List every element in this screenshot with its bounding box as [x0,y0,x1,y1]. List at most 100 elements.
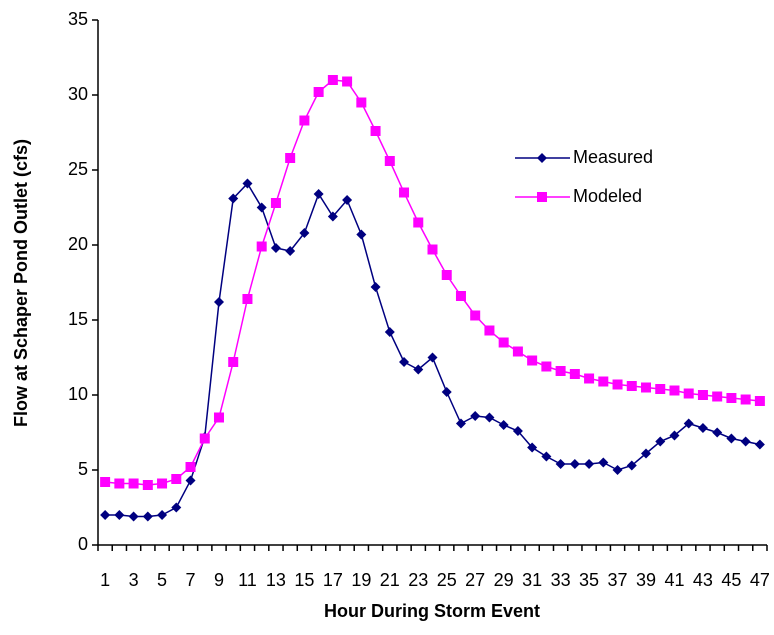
point [555,366,566,376]
point [626,381,637,391]
point [569,459,580,469]
point [242,294,253,304]
point [114,478,125,489]
x-tick-label: 5 [157,570,167,590]
point [142,511,153,522]
point [157,510,168,520]
x-tick-label: 17 [323,570,343,590]
point [299,228,310,238]
point [213,297,224,307]
point [470,411,481,421]
point [584,459,595,469]
x-tick-label: 35 [579,570,599,590]
point [256,202,267,213]
point [697,390,708,400]
point [313,189,324,199]
x-tick-label: 47 [750,570,770,590]
point [541,451,552,462]
x-tick-label: 43 [693,570,713,590]
point [697,423,708,433]
point [185,462,196,472]
point [100,510,111,520]
x-tick-label: 9 [214,570,224,590]
y-tick-label: 15 [68,309,88,329]
point [569,369,580,379]
x-tick-label: 19 [351,570,371,590]
point [683,388,694,399]
point [484,325,495,336]
point [399,187,410,198]
point [327,75,338,85]
point [427,352,438,363]
x-tick-label: 37 [608,570,628,590]
point [413,217,424,228]
point [584,373,595,384]
point [498,337,509,348]
x-tick-label: 45 [721,570,741,590]
y-tick-label: 35 [68,9,88,29]
point [598,376,609,387]
point [171,474,182,484]
point [527,355,538,366]
point [612,465,623,475]
point [228,357,239,367]
point [537,153,547,163]
point [427,244,438,255]
point [641,382,652,393]
point [285,153,296,163]
point [484,412,495,423]
y-tick-label: 0 [78,534,88,554]
point [754,439,765,450]
x-tick-label: 39 [636,570,656,590]
series-line [105,182,761,518]
point [626,460,637,471]
x-tick-label: 41 [664,570,684,590]
point [754,396,765,406]
point [470,310,481,321]
y-tick-label: 5 [78,459,88,479]
point [114,510,125,520]
x-tick-label: 11 [238,570,257,590]
point [740,394,751,405]
point [213,412,224,423]
point [100,477,111,487]
x-tick-label: 33 [551,570,571,590]
point [399,357,410,367]
x-tick-label: 1 [100,570,110,590]
legend-label: Modeled [573,186,642,206]
point [384,327,395,337]
x-tick-label: 7 [186,570,196,590]
x-tick-label: 21 [380,570,400,590]
point [512,346,523,357]
x-tick-label: 27 [465,570,485,590]
y-tick-label: 25 [68,159,88,179]
point [285,246,296,256]
series-line [105,79,760,486]
point [370,126,381,136]
point [712,391,723,402]
point [128,478,139,489]
point [455,418,466,429]
point [342,195,353,205]
point [142,480,153,490]
point [441,270,452,280]
x-tick-label: 29 [494,570,514,590]
y-axis-title: Flow at Schaper Pond Outlet (cfs) [11,139,31,427]
y-tick-label: 30 [68,84,88,104]
point [356,229,367,240]
point [598,457,609,468]
x-tick-label: 25 [437,570,457,590]
point [413,364,424,375]
point [313,87,324,97]
point [171,502,182,513]
x-tick-label: 15 [294,570,314,590]
x-tick-label: 23 [408,570,428,590]
point [669,385,680,396]
point [157,478,168,489]
point [512,426,523,436]
x-tick-label: 3 [129,570,139,590]
point [327,211,338,222]
point [555,459,566,469]
point [683,418,694,429]
